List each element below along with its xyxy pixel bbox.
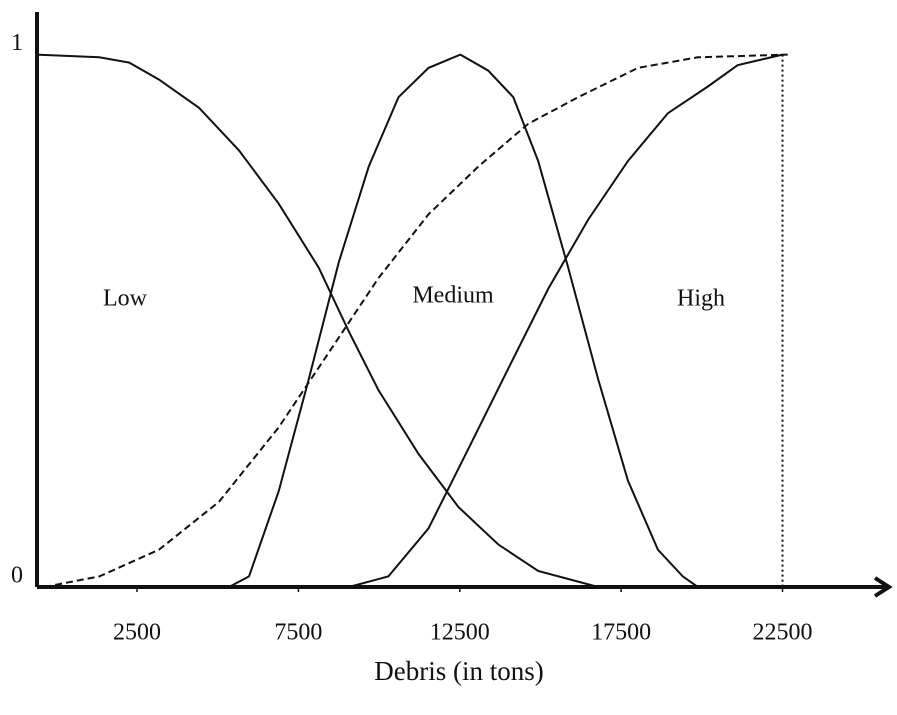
x-tick-label: 12500 (430, 620, 490, 646)
membership-curve (348, 53, 783, 588)
membership-curve (228, 53, 699, 588)
membership-curve (36, 53, 599, 588)
y-tick-label: 0 (11, 563, 23, 589)
x-tick-label: 17500 (591, 620, 651, 646)
x-tick-label: 2500 (113, 620, 161, 646)
x-axis-label: Debris (in tons) (374, 656, 543, 686)
series-label: High (677, 286, 725, 312)
series-label: Low (103, 286, 148, 312)
membership-curve (44, 53, 788, 588)
x-axis-arrow (873, 576, 893, 598)
x-tick-label: 22500 (753, 620, 813, 646)
series-label: Medium (412, 283, 494, 309)
x-tick-label: 7500 (274, 620, 322, 646)
y-tick-label: 1 (11, 30, 23, 56)
